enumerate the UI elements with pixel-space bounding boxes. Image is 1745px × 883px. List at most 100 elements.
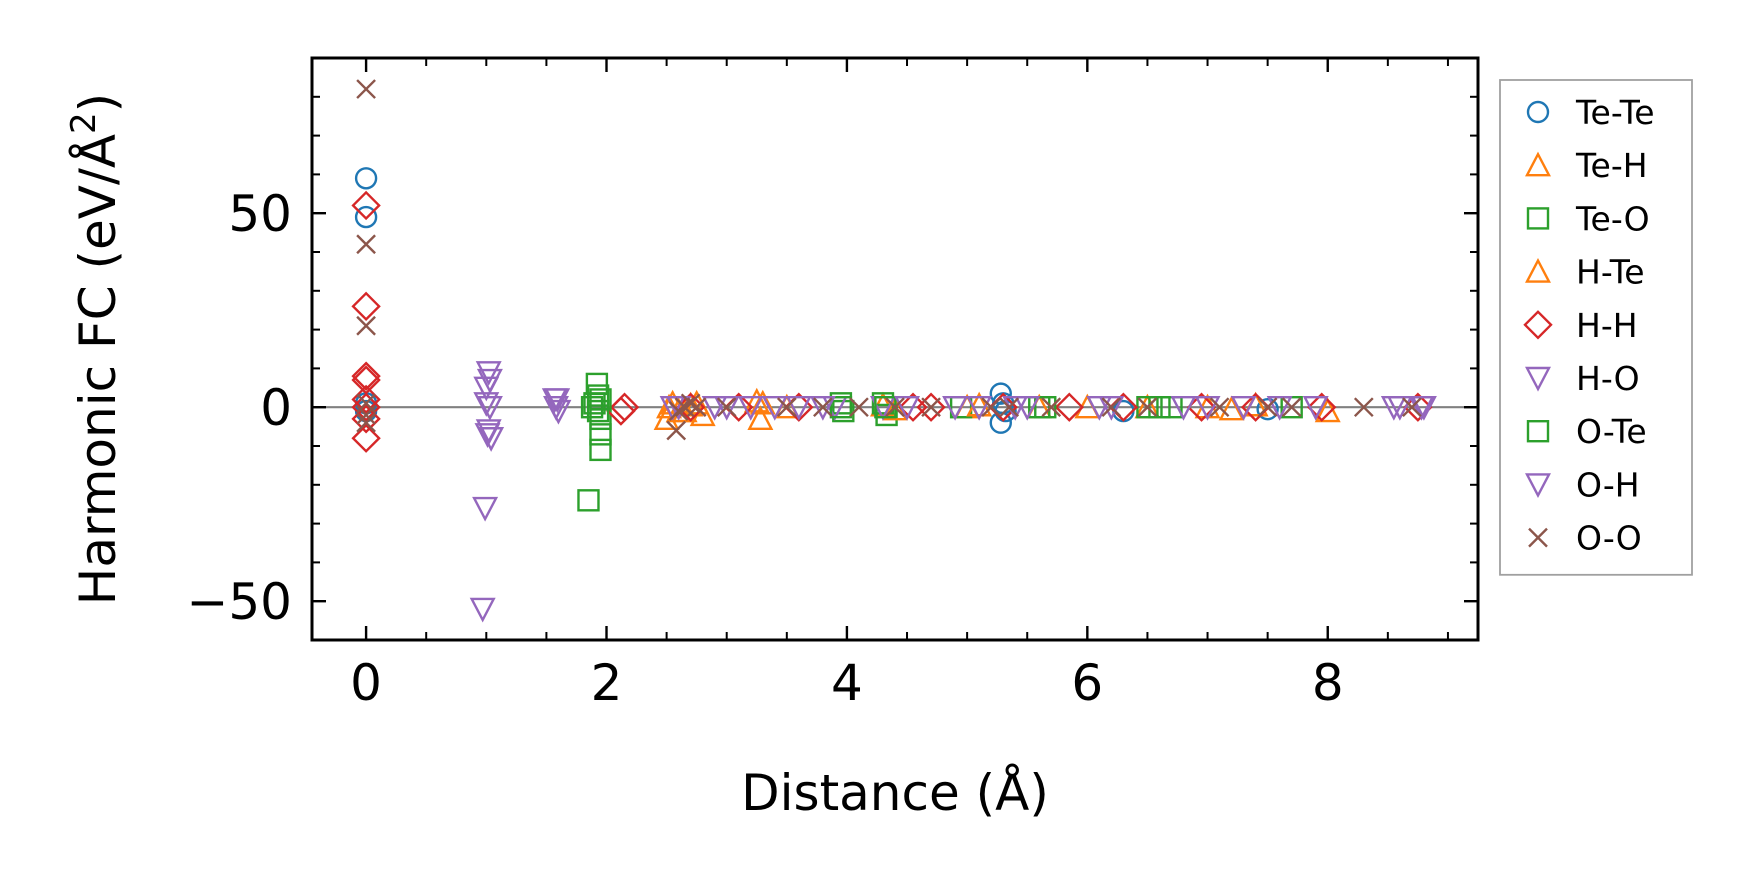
legend-entry: O-O bbox=[1528, 519, 1642, 558]
data-point bbox=[785, 396, 812, 421]
data-point bbox=[545, 399, 572, 425]
data-point bbox=[351, 291, 381, 322]
data-point bbox=[351, 361, 381, 391]
data-point bbox=[475, 361, 502, 386]
y-tick-label: −50 bbox=[186, 573, 292, 631]
x-tick-label: 8 bbox=[1312, 654, 1344, 712]
data-point bbox=[356, 412, 376, 433]
data-point bbox=[356, 79, 376, 99]
data-point bbox=[1101, 397, 1122, 418]
data-point bbox=[1098, 396, 1125, 421]
data-point bbox=[356, 405, 376, 425]
data-point bbox=[966, 396, 993, 421]
series-o-o bbox=[356, 79, 1422, 441]
data-point bbox=[885, 397, 905, 418]
legend-marker bbox=[1525, 366, 1551, 392]
data-point bbox=[713, 396, 740, 421]
x-tick-label: 4 bbox=[831, 654, 863, 712]
data-point bbox=[476, 396, 503, 421]
series-o-h bbox=[473, 388, 1435, 448]
data-point bbox=[606, 396, 636, 426]
legend-entry: Te-H bbox=[1525, 146, 1648, 185]
data-point bbox=[1034, 396, 1057, 419]
data-point bbox=[356, 234, 376, 255]
data-point bbox=[351, 190, 381, 221]
legend-marker bbox=[1525, 473, 1551, 498]
data-point bbox=[1386, 396, 1413, 421]
legend-label: Te-O bbox=[1575, 199, 1650, 238]
y-axis-title: Harmonic FC (eV/Å2) bbox=[64, 93, 127, 605]
data-point bbox=[354, 205, 378, 229]
legend-label: O-Te bbox=[1576, 412, 1647, 451]
legend-label: H-H bbox=[1576, 306, 1638, 345]
legend: Te-Te Te-H Te-O H-Te H-H H-O O-Te O-H O-O bbox=[1499, 79, 1693, 576]
data-point bbox=[813, 397, 833, 418]
data-point bbox=[473, 392, 500, 417]
legend-entry: O-Te bbox=[1526, 412, 1647, 451]
data-point bbox=[921, 397, 941, 418]
data-point bbox=[586, 399, 610, 423]
data-point bbox=[1257, 397, 1278, 418]
legend-label: O-O bbox=[1576, 519, 1642, 558]
data-point bbox=[966, 391, 993, 417]
series-te-o bbox=[577, 372, 1303, 512]
legend-marker bbox=[1525, 151, 1551, 177]
data-point bbox=[668, 401, 689, 421]
data-point bbox=[875, 403, 898, 427]
series-o-te bbox=[586, 388, 1171, 423]
data-point bbox=[680, 393, 701, 414]
data-point bbox=[743, 387, 770, 413]
data-point bbox=[356, 315, 376, 336]
plot-area bbox=[312, 79, 1478, 623]
legend-marker bbox=[1526, 420, 1550, 443]
y-tick-label: 0 bbox=[260, 379, 292, 437]
data-point bbox=[469, 597, 496, 623]
legend-marker bbox=[1523, 310, 1553, 340]
data-point bbox=[761, 396, 788, 421]
data-point bbox=[1281, 397, 1302, 418]
x-tick-label: 2 bbox=[591, 654, 623, 712]
data-point bbox=[894, 396, 921, 421]
legend-entry: O-H bbox=[1525, 465, 1640, 504]
legend-box bbox=[1499, 79, 1693, 576]
x-tick-label: 6 bbox=[1071, 654, 1103, 712]
x-tick-label: 0 bbox=[350, 654, 382, 712]
legend-marker bbox=[1526, 100, 1550, 124]
legend-marker bbox=[1528, 527, 1548, 548]
y-axis-title-superscript: 2 bbox=[64, 112, 104, 134]
legend-label: Te-H bbox=[1575, 146, 1648, 185]
data-point bbox=[586, 384, 610, 407]
data-point bbox=[747, 405, 774, 431]
data-point bbox=[849, 397, 869, 418]
data-point bbox=[354, 167, 378, 190]
data-point bbox=[666, 420, 687, 441]
data-point bbox=[476, 368, 503, 394]
data-point bbox=[1170, 396, 1197, 421]
data-point bbox=[737, 396, 764, 421]
data-point bbox=[1314, 397, 1341, 423]
plot-frame bbox=[310, 56, 1480, 642]
legend-label: H-O bbox=[1576, 359, 1640, 398]
y-axis-title-main: Harmonic FC (eV/Å bbox=[69, 134, 127, 605]
data-point bbox=[472, 496, 499, 522]
data-point bbox=[1230, 396, 1257, 421]
y-axis-title-close: ) bbox=[69, 93, 127, 113]
data-point bbox=[829, 396, 853, 419]
data-point bbox=[1054, 392, 1084, 422]
data-point bbox=[1148, 396, 1171, 419]
data-point bbox=[809, 396, 836, 421]
data-point bbox=[544, 388, 571, 414]
data-point bbox=[1218, 395, 1245, 421]
data-point bbox=[589, 438, 612, 462]
data-point bbox=[577, 489, 600, 512]
data-point bbox=[585, 372, 609, 396]
data-point bbox=[686, 397, 707, 418]
data-markers bbox=[312, 79, 1478, 623]
data-point bbox=[1402, 397, 1422, 418]
data-point bbox=[1209, 397, 1230, 418]
x-axis-title: Distance (Å) bbox=[741, 764, 1049, 822]
legend-label: Te-Te bbox=[1575, 93, 1655, 132]
data-point bbox=[478, 427, 505, 452]
data-point bbox=[1256, 397, 1279, 421]
